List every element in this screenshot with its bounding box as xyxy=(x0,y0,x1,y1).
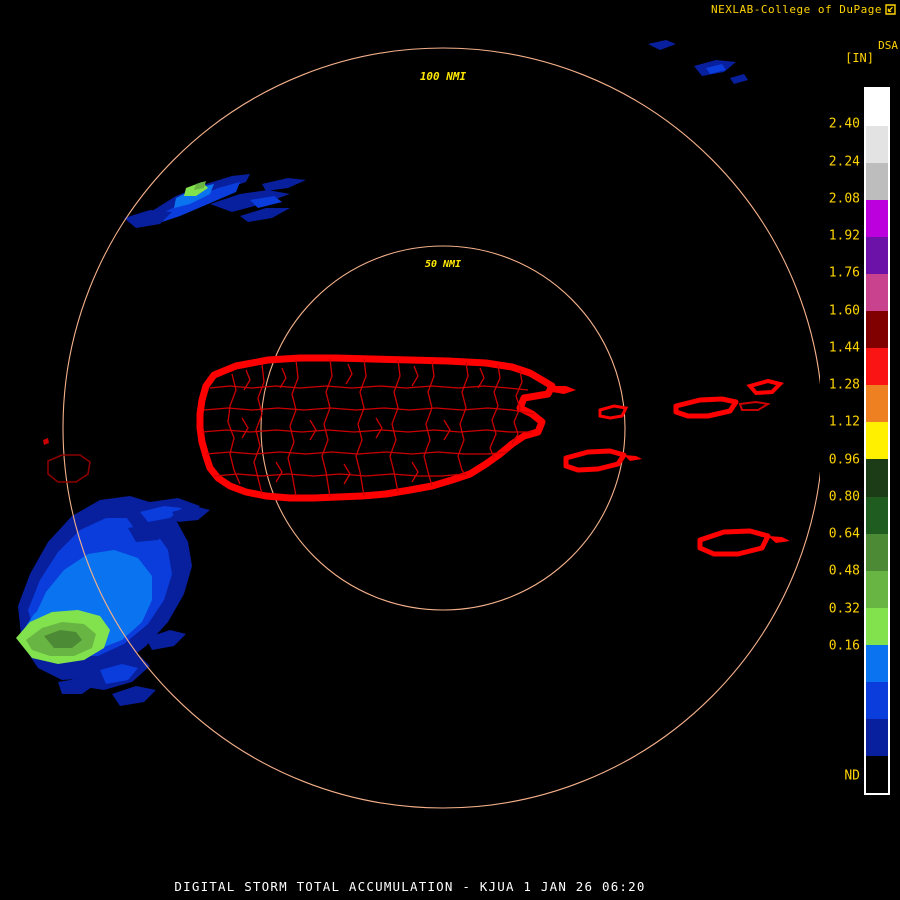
colorbar-segment xyxy=(866,422,888,460)
colorbar[interactable]: DSA [IN] 2.40 2.24 2.08 1.92 1.76 1.60 1.44 1.2… xyxy=(824,40,900,810)
colorbar-tick-label: 1.76 xyxy=(828,265,860,281)
echo-southwest-cell xyxy=(16,496,210,706)
colorbar-segment xyxy=(866,311,888,349)
tortola-island xyxy=(746,378,784,396)
precipitation-echoes xyxy=(16,40,748,706)
colorbar-segment xyxy=(866,89,888,127)
colorbar-tick-label: 1.12 xyxy=(828,414,860,430)
colorbar-tick-label: 1.60 xyxy=(828,303,860,319)
colorbar-segment xyxy=(866,533,888,571)
colorbar-segment xyxy=(866,644,888,682)
colorbar-tick-label: 0.48 xyxy=(828,563,860,579)
product-caption: DIGITAL STORM TOTAL ACCUMULATION - KJUA … xyxy=(174,879,646,894)
colorbar-tick-label: 1.28 xyxy=(828,377,860,393)
colorbar-tick-label: 0.16 xyxy=(828,638,860,654)
colorbar-segment xyxy=(866,274,888,312)
colorbar-segment xyxy=(866,718,888,756)
puerto-rico-island xyxy=(196,354,576,502)
culebra-island xyxy=(598,404,629,420)
vieques-island xyxy=(563,448,642,473)
colorbar-segment xyxy=(866,385,888,423)
colorbar-segment xyxy=(866,755,888,793)
range-ring-label-100nmi: 100 NMI xyxy=(420,70,467,83)
nexlab-credit: NEXLAB-College of DuPage xyxy=(711,3,896,16)
echo-northeast-fringe xyxy=(648,40,748,84)
colorbar-tick-label: 1.44 xyxy=(828,340,860,356)
range-ring-100nmi xyxy=(62,47,820,809)
colorbar-title: DSA xyxy=(878,39,898,52)
colorbar-segment xyxy=(866,126,888,164)
colorbar-unit: [IN] xyxy=(845,51,874,65)
colorbar-tick-label: 2.24 xyxy=(828,154,860,170)
range-rings xyxy=(62,47,820,809)
map-overlay xyxy=(43,354,790,557)
st-thomas-st-john-island xyxy=(673,396,771,419)
range-ring-50nmi xyxy=(260,245,626,611)
mona-island xyxy=(43,438,91,483)
colorbar-segment xyxy=(866,163,888,201)
colorbar-tick-label: 1.92 xyxy=(828,228,860,244)
range-ring-label-50nmi: 50 NMI xyxy=(425,259,461,270)
colorbar-segment xyxy=(866,459,888,497)
nexlab-arrow-logo-icon xyxy=(885,4,896,15)
colorbar-tick-label: 0.32 xyxy=(828,601,860,617)
colorbar-segment xyxy=(866,607,888,645)
colorbar-tick-labels: 2.40 2.24 2.08 1.92 1.76 1.60 1.44 1.28 1.12 0.96… xyxy=(824,87,862,795)
colorbar-nd-label: ND xyxy=(844,768,860,784)
radar-display[interactable]: 100 NMI 50 NMI xyxy=(0,18,820,873)
st-croix-island xyxy=(697,528,790,557)
colorbar-tick-label: 0.64 xyxy=(828,526,860,542)
colorbar-segment xyxy=(866,570,888,608)
colorbar-segment xyxy=(866,348,888,386)
colorbar-segment xyxy=(866,200,888,238)
colorbar-segment xyxy=(866,496,888,534)
colorbar-gradient[interactable] xyxy=(864,87,890,795)
colorbar-tick-label: 2.08 xyxy=(828,191,860,207)
nexlab-credit-label: NEXLAB-College of DuPage xyxy=(711,3,882,16)
colorbar-segment xyxy=(866,681,888,719)
colorbar-tick-label: 0.96 xyxy=(828,452,860,468)
colorbar-segment xyxy=(866,237,888,275)
colorbar-tick-label: 2.40 xyxy=(828,116,860,132)
echo-northwest-band xyxy=(124,174,306,228)
colorbar-tick-label: 0.80 xyxy=(828,489,860,505)
